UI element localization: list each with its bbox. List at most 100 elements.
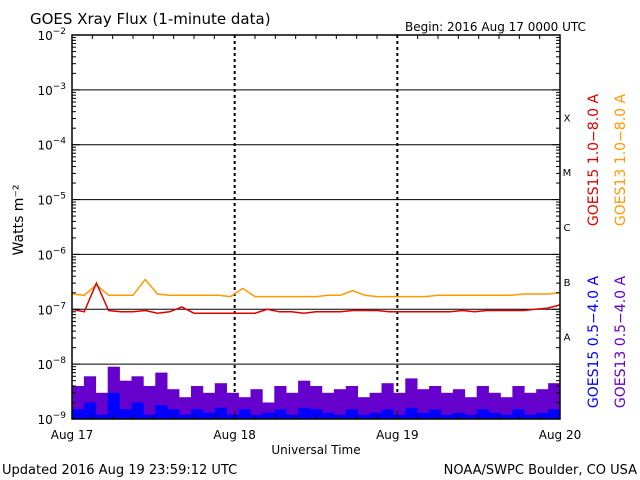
- legend-entry: GOES13 0.5−4.0 A: [613, 276, 629, 409]
- series-goes15-short-bar: [119, 409, 132, 419]
- series-goes13-short-bar: [464, 397, 477, 419]
- series-goes13-short-bar: [393, 392, 406, 419]
- x-axis-ticks: Aug 17 Aug 18 Aug 19 Aug 20: [51, 35, 582, 442]
- y-tick-label: 10−4: [37, 137, 66, 153]
- series-goes13-short-bar: [250, 389, 263, 419]
- series-goes15-short-bar: [155, 405, 168, 419]
- series-goes15-short-bar: [191, 409, 204, 419]
- x-tick-label: Aug 18: [213, 428, 256, 442]
- series-goes15-short-bar: [238, 409, 251, 419]
- x-tick-label: Aug 20: [539, 428, 582, 442]
- series-goes13-short-bar: [536, 389, 549, 419]
- series-goes15-short-bar: [310, 409, 323, 419]
- series-goes15-short-bar: [417, 412, 430, 419]
- series-goes13-short-bar: [452, 389, 466, 419]
- series-goes15-short-bar: [214, 407, 227, 419]
- series-goes15-short-bar: [345, 409, 358, 419]
- flare-class-label: C: [564, 223, 571, 234]
- series-goes13-short-bar: [500, 397, 513, 419]
- series-goes15-short-bar: [262, 412, 275, 419]
- series-goes15-short-bar: [322, 412, 335, 419]
- x-tick-label: Aug 17: [51, 428, 94, 442]
- flare-class-labels: X M C B A: [563, 113, 572, 343]
- series-goes15-short-bar: [226, 414, 239, 419]
- y-axis-ticks: 10−2 10−3 10−4 10−5 10−6 10−7 10−8 10−9: [37, 27, 560, 427]
- series-goes13-short-bar: [333, 389, 347, 419]
- series-goes15-short-bar: [500, 414, 513, 419]
- series-goes13-short-bar: [524, 392, 537, 419]
- series-goes13-long: [71, 278, 561, 298]
- series-goes15-short-bar: [369, 412, 382, 419]
- flare-class-label: A: [564, 333, 571, 344]
- y-tick-label: 10−6: [37, 246, 66, 262]
- plot-background: [72, 35, 560, 419]
- flare-class-label: X: [564, 113, 571, 124]
- x-axis-label: Universal Time: [271, 443, 360, 457]
- horizontal-gridlines: [72, 89, 560, 365]
- plot-area: [72, 35, 560, 419]
- series-goes13-short-bar: [143, 386, 156, 419]
- series-goes13-short-bar: [179, 397, 192, 419]
- series-goes13-short-bar: [226, 392, 239, 419]
- series-goes15-short-bar: [452, 412, 466, 419]
- series-goes15-short-bar: [333, 414, 347, 419]
- series-goes15-short-bar: [393, 414, 406, 419]
- series-layer: [71, 278, 561, 419]
- series-goes15-short-bar: [72, 409, 85, 419]
- y-tick-label: 10−5: [37, 192, 66, 208]
- series-goes13-short-bar: [322, 392, 335, 419]
- flare-class-label: M: [563, 168, 572, 179]
- series-goes15-short-bar: [476, 409, 489, 419]
- series-goes15-short-bar: [143, 414, 156, 419]
- series-goes15-short-bar: [202, 412, 216, 419]
- legend-entry: GOES15 1.0−8.0 A: [586, 94, 602, 227]
- legend-entry: GOES15 0.5−4.0 A: [586, 276, 602, 409]
- series-goes13-short-bar: [95, 392, 108, 419]
- series-goes15-short-bar: [131, 402, 144, 419]
- series-goes15-short-bar: [405, 407, 418, 419]
- series-goes15-short-bar: [464, 414, 477, 419]
- begin-label: Begin: 2016 Aug 17 0000 UTC: [405, 20, 586, 34]
- series-goes15-short-bar: [298, 407, 311, 419]
- y-tick-label: 10−2: [37, 27, 66, 43]
- legend-entry: GOES13 1.0−8.0 A: [613, 94, 629, 227]
- series-goes15-short-bar: [167, 409, 180, 419]
- legend: GOES15 1.0−8.0 A GOES13 1.0−8.0 A GOES15 0…: [586, 94, 629, 409]
- y-tick-label: 10−8: [37, 356, 66, 372]
- chart-title: GOES Xray Flux (1-minute data): [30, 10, 271, 28]
- series-goes15-short-bar: [357, 414, 370, 419]
- flare-class-label: B: [564, 278, 571, 289]
- series-goes15-short-bar: [274, 409, 287, 419]
- series-goes15-short-bar: [381, 409, 394, 419]
- y-axis-label: Watts m⁻²: [11, 185, 27, 256]
- series-goes13-short-bar: [417, 389, 430, 419]
- updated-timestamp: Updated 2016 Aug 19 23:59:12 UTC: [2, 463, 237, 478]
- series-goes15-short-bar: [429, 409, 442, 419]
- series-goes15-short-bar: [286, 414, 299, 419]
- series-goes13-short-bar: [357, 397, 370, 419]
- series-goes15-short-bar: [95, 414, 108, 419]
- y-tick-label: 10−7: [37, 301, 66, 317]
- series-goes13-short-bar: [441, 392, 454, 419]
- series-goes15-short-bar: [548, 409, 561, 419]
- series-goes15-short-bar: [524, 414, 537, 419]
- vertical-gridlines: [233, 35, 399, 419]
- series-goes13-short-bar: [488, 392, 501, 419]
- series-goes13-short-bar: [202, 392, 216, 419]
- series-goes15-short-bar: [441, 414, 454, 419]
- series-goes15-short-bar: [488, 412, 501, 419]
- series-goes15-short-bar: [107, 392, 120, 419]
- series-goes13-short-bar: [286, 392, 299, 419]
- series-goes15-short-bar: [250, 414, 263, 419]
- y-tick-label: 10−3: [37, 82, 66, 98]
- series-goes15-short-bar: [83, 402, 97, 419]
- series-goes15-short-bar: [179, 414, 192, 419]
- y-tick-label: 10−9: [37, 411, 66, 427]
- x-tick-label: Aug 19: [376, 428, 419, 442]
- series-goes15-long: [71, 281, 561, 314]
- series-goes13-short-bar: [369, 392, 382, 419]
- credit-label: NOAA/SWPC Boulder, CO USA: [444, 463, 637, 478]
- series-goes15-short-bar: [536, 412, 549, 419]
- series-goes15-short-bar: [512, 409, 525, 419]
